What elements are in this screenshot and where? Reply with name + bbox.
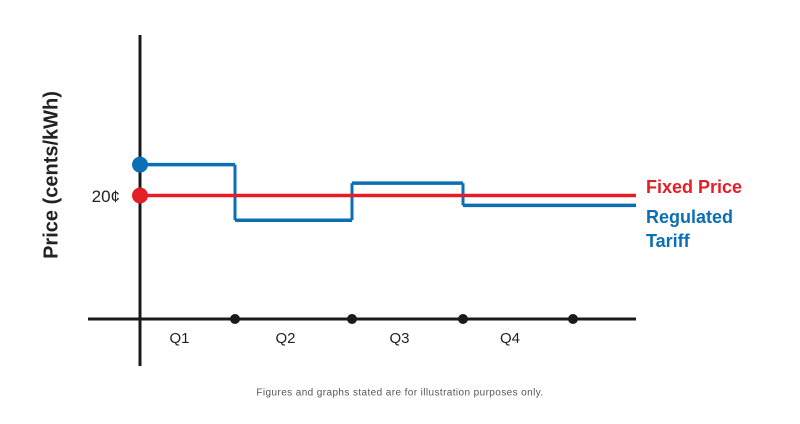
axis-dot (347, 314, 357, 324)
x-tick-label: Q2 (275, 330, 295, 347)
x-tick-label: Q1 (169, 330, 189, 347)
footnote: Figures and graphs stated are for illust… (256, 388, 543, 399)
start-dot (132, 187, 148, 204)
legend-regulated: Regulated Tariff (646, 207, 734, 251)
y-tick-label: 20¢ (92, 187, 120, 206)
legend-fixed: Fixed Price (646, 177, 743, 197)
start-dot (132, 156, 148, 173)
x-tick-label: Q3 (389, 330, 409, 347)
axis-dot (230, 314, 240, 324)
axis-dot (568, 314, 578, 324)
x-tick-label: Q4 (500, 330, 520, 347)
axis-dot (458, 314, 468, 324)
y-axis-label: Price (cents/kWh) (40, 91, 62, 259)
